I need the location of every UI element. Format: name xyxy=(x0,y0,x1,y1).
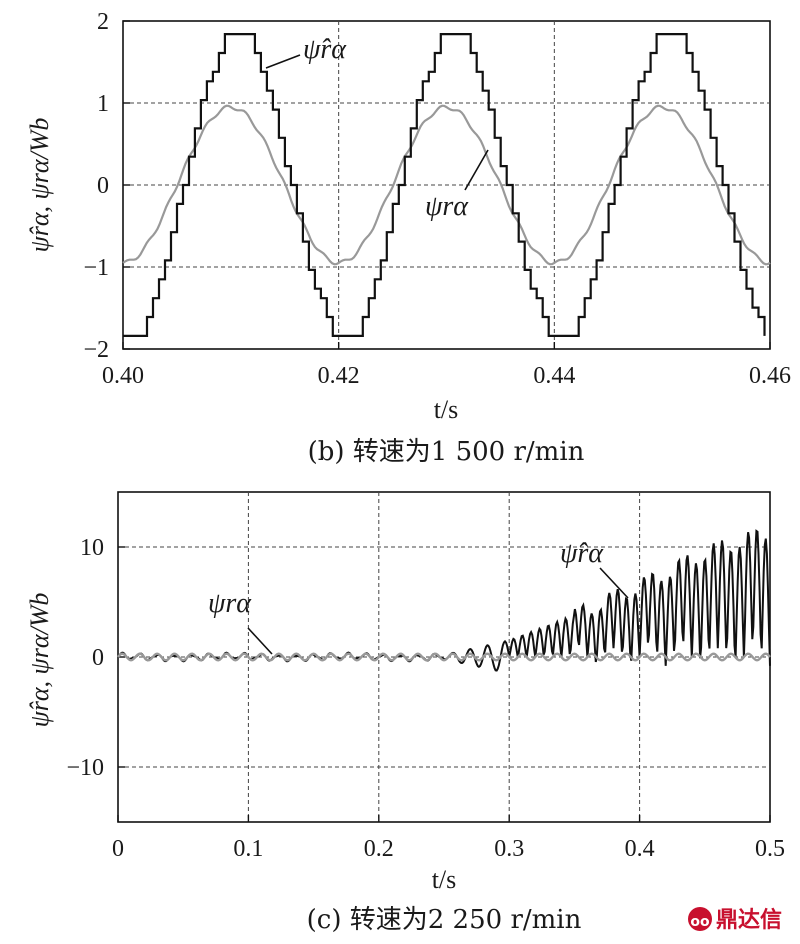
y-tick-label: 10 xyxy=(80,535,104,561)
x-tick-label: 0.46 xyxy=(749,363,791,389)
annotation-leader-hat-b xyxy=(265,54,301,69)
chart-panel-c: 0 0.1 0.2 0.3 0.4 0.5 −10 0 10 ψrα ψ̂rα ψ̂rα, ψr… xyxy=(25,491,785,935)
tick-labels-b: 0.40 0.42 0.44 0.46 −2 −1 0 1 2 xyxy=(83,9,791,389)
y-tick-label: −1 xyxy=(83,255,109,281)
gridlines-b xyxy=(122,20,771,350)
x-tick-label: 0.5 xyxy=(755,836,785,862)
x-tick-label: 0.3 xyxy=(494,836,524,862)
watermark-logo: oo 鼎达信 xyxy=(688,907,782,933)
annotation-leader-hat-c xyxy=(599,567,629,599)
watermark-text: 鼎达信 xyxy=(716,907,782,933)
svg-text:oo: oo xyxy=(690,914,710,930)
x-tick-label: 0 xyxy=(112,836,124,862)
x-tick-label: 0.42 xyxy=(318,363,360,389)
y-tick-label: −2 xyxy=(83,337,109,363)
tick-labels-c: 0 0.1 0.2 0.3 0.4 0.5 −10 0 10 xyxy=(66,535,785,862)
series-psi-ra-b xyxy=(122,104,771,266)
annotation-psi-hat-c: ψ̂rα xyxy=(560,538,604,569)
chart-panel-b: 0.40 0.42 0.44 0.46 −2 −1 0 1 2 ψ̂rα ψrα ψ̂rα, ψ… xyxy=(25,9,791,467)
x-axis-label-c: t/s xyxy=(432,865,457,894)
x-axis-label-b: t/s xyxy=(434,395,459,424)
y-tick-label: −10 xyxy=(66,755,104,781)
watermark-icon xyxy=(688,907,712,931)
x-tick-label: 0.4 xyxy=(625,836,655,862)
x-tick-label: 0.40 xyxy=(102,363,144,389)
y-tick-label: 1 xyxy=(97,91,109,117)
x-tick-label: 0.2 xyxy=(364,836,394,862)
annotation-psi-b: ψrα xyxy=(425,191,469,222)
x-tick-label: 0.44 xyxy=(533,363,575,389)
annotation-leader-psi-b xyxy=(464,149,489,191)
y-axis-label-b: ψ̂rα, ψrα/Wb xyxy=(25,118,54,253)
series-psi-ra-c xyxy=(117,652,771,662)
y-tick-label: 0 xyxy=(97,173,109,199)
caption-b: (b) 转速为1 500 r/min xyxy=(308,437,585,467)
annotation-psi-hat-b: ψ̂rα xyxy=(303,34,347,65)
y-axis-label-c: ψ̂rα, ψrα/Wb xyxy=(25,593,54,728)
x-tick-label: 0.1 xyxy=(233,836,263,862)
y-tick-label: 0 xyxy=(92,645,104,671)
annotation-psi-c: ψrα xyxy=(208,588,252,619)
y-tick-label: 2 xyxy=(97,9,109,35)
caption-c: (c) 转速为2 250 r/min xyxy=(307,905,582,935)
series-psi-hat-ra-b xyxy=(123,32,766,337)
annotation-leader-psi-c xyxy=(247,627,273,655)
